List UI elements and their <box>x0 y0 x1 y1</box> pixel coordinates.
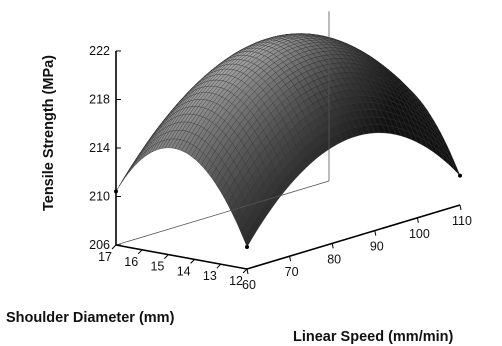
y-tick-label: 16 <box>124 255 138 269</box>
y-tick-label: 15 <box>150 260 164 274</box>
z-tick-label: 214 <box>89 141 110 155</box>
x-tick-label: 100 <box>409 227 430 241</box>
y-tick-label-mark <box>111 244 117 250</box>
x-tick-label: 60 <box>242 278 256 292</box>
y-axis-line <box>115 244 248 270</box>
y-tick-label-mark <box>242 268 248 274</box>
x-tick-label-mark <box>331 243 334 249</box>
y-tick-label-mark <box>216 263 222 269</box>
x-tick-label-mark <box>459 204 462 211</box>
back-floor-line <box>115 180 330 246</box>
y-tick-label-mark <box>164 254 169 259</box>
surface-corner-point <box>245 245 249 250</box>
x-tick-label-mark <box>289 256 292 262</box>
z-tick-label: 218 <box>89 93 110 107</box>
z-tick-label: 206 <box>89 238 110 252</box>
surface-cell <box>451 161 461 176</box>
surface-corner-point <box>458 173 462 178</box>
z-tick-label: 210 <box>89 190 110 204</box>
x-tick-label: 70 <box>285 265 299 279</box>
y-tick-label: 13 <box>203 269 217 283</box>
z-axis-label: Tensile Strength (MPa) <box>41 55 57 211</box>
x-tick-label: 90 <box>370 240 384 254</box>
x-tick-label-mark <box>416 217 419 223</box>
x-axis-line <box>246 204 461 270</box>
x-axis-label: Linear Speed (mm/min) <box>293 329 454 345</box>
x-tick-label-mark <box>374 230 377 236</box>
y-tick-label-mark <box>190 259 195 264</box>
y-tick-label: 12 <box>229 274 243 288</box>
tick-labels: 206 210 214 218 222 60 70 80 90 100 110 12 13 14 15 16 1… <box>89 44 472 292</box>
x-tick-label: 110 <box>452 214 472 228</box>
y-tick-label-mark <box>137 249 143 255</box>
y-tick-label: 14 <box>177 264 191 278</box>
z-tick-label: 222 <box>89 44 110 58</box>
x-tick-label: 80 <box>327 252 341 266</box>
y-axis-label: Shoulder Diameter (mm) <box>6 310 175 326</box>
y-tick-label: 17 <box>98 250 112 264</box>
surface-mesh <box>114 33 462 250</box>
x-tick-label-mark <box>246 268 249 275</box>
